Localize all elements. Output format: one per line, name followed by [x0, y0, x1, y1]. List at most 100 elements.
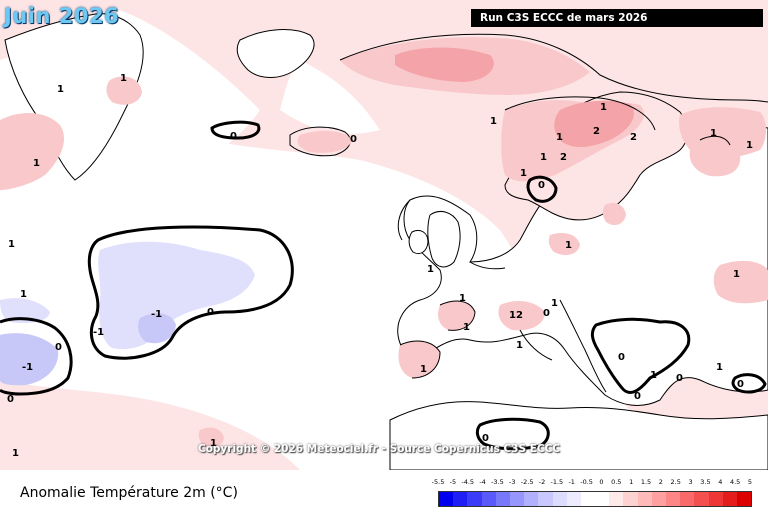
- legend-label: -1: [568, 478, 575, 486]
- legend-label: 3: [688, 478, 693, 486]
- contour-label: 1: [8, 239, 15, 250]
- contour-label: 2: [630, 132, 637, 143]
- anomaly-map: 1 1 0 1 0 1 1 1 1 2 2 1 2 1 1 0 1 1 1 1 …: [0, 0, 768, 470]
- svalbard-land: [236, 29, 315, 78]
- legend-swatch: [595, 492, 610, 506]
- legend-swatch: [524, 492, 539, 506]
- legend-label: -5.5: [431, 478, 445, 486]
- warm-anomaly-areas: [0, 37, 768, 448]
- legend-swatch: [495, 492, 510, 506]
- contour-label: -1: [151, 309, 162, 320]
- legend-label: -3.5: [491, 478, 504, 486]
- legend-label: -2.5: [520, 478, 534, 486]
- contour-label: 0: [207, 307, 214, 318]
- contour-label: 1: [600, 102, 607, 113]
- contour-label: 1: [459, 293, 466, 304]
- contour-label: 1: [20, 289, 27, 300]
- legend-swatch: [623, 492, 638, 506]
- legend-label: 1.5: [640, 478, 652, 486]
- contour-label: 1: [427, 264, 434, 275]
- zero-contours: [0, 120, 767, 451]
- contour-label: 0: [538, 180, 545, 191]
- contour-label: 1: [551, 298, 558, 309]
- legend-swatch: [509, 492, 525, 506]
- cold-anomaly-areas: [0, 241, 255, 386]
- legend-label: 1: [629, 478, 634, 486]
- contour-label: 1: [210, 438, 217, 449]
- contour-label: 2: [516, 310, 523, 321]
- legend-swatch: [637, 492, 652, 506]
- legend-label: 4.5: [729, 478, 741, 486]
- contour-label: 0: [618, 352, 625, 363]
- legend-swatch: [708, 492, 723, 506]
- legend-swatch: [453, 492, 468, 506]
- contour-label: 0: [230, 131, 237, 142]
- contour-label: 1: [710, 128, 717, 139]
- contour-label: 1: [490, 116, 497, 127]
- legend-label: 2: [658, 478, 663, 486]
- contour-label: 0: [676, 373, 683, 384]
- legend-swatch: [680, 492, 695, 506]
- legend-label: 2.5: [670, 478, 681, 486]
- contour-label: 1: [516, 340, 523, 351]
- contour-label: 0: [7, 394, 14, 405]
- contour-label: 1: [12, 448, 19, 459]
- ireland-land: [408, 229, 429, 255]
- contour-label: 1: [120, 73, 127, 84]
- contour-label: 1: [420, 364, 427, 375]
- legend-label: 5: [747, 478, 753, 486]
- contour-label: 0: [543, 308, 550, 319]
- contour-label: -1: [22, 362, 33, 373]
- legend-swatch: [580, 492, 596, 506]
- legend-swatch: [467, 492, 482, 506]
- one-degree-contours: [339, 33, 768, 379]
- contour-label: -1: [93, 327, 104, 338]
- contour-label: 1: [57, 84, 64, 95]
- contour-labels: 1 1 0 1 0 1 1 1 1 2 2 1 2 1 1 0 1 1 1 1 …: [7, 73, 753, 459]
- legend-swatch: [694, 492, 709, 506]
- contour-label: 2: [593, 126, 600, 137]
- contour-label: 0: [482, 433, 489, 444]
- legend-label: 3.5: [700, 478, 711, 486]
- contour-label: 0: [634, 391, 641, 402]
- british-isles-land: [427, 211, 461, 268]
- legend-labels: -5.5 -5 -4.5 -4 -3.5 -3 -2.5 -2 -1.5 -1 -0.5 0 0.5 1 1…: [432, 478, 758, 488]
- legend-label: -2: [538, 478, 546, 486]
- contour-label: 1: [733, 269, 740, 280]
- legend-label: -5: [449, 478, 457, 486]
- contour-label: 0: [350, 134, 357, 145]
- north-africa-land: [389, 401, 768, 470]
- contour-label: 1: [650, 370, 657, 381]
- contour-label: 2: [560, 152, 567, 163]
- legend-swatch: [722, 492, 737, 506]
- legend-label: 0: [599, 478, 604, 486]
- contour-label: 1: [509, 310, 516, 321]
- legend-label: -1.5: [550, 478, 564, 486]
- contour-label: 1: [33, 158, 40, 169]
- contour-label: 1: [463, 322, 470, 333]
- copyright: Copyright © 2026 Meteociel.fr - Source C…: [198, 443, 560, 455]
- color-legend: -5.5 -5 -4.5 -4 -3.5 -3 -2.5 -2 -1.5 -1 -0.5 0 0.5 1 1…: [432, 478, 758, 507]
- legend-label: 0.5: [611, 478, 622, 486]
- contour-label: 0: [737, 379, 744, 390]
- contour-label: 1: [716, 362, 723, 373]
- legend-swatch: [552, 492, 567, 506]
- run-label: Run C3S ECCC de mars 2026: [471, 9, 763, 27]
- contour-label: 1: [746, 140, 753, 151]
- legend-label: 4: [718, 478, 723, 486]
- variable-label: Anomalie Température 2m (°C): [20, 485, 238, 501]
- coastlines: [397, 199, 607, 393]
- legend-swatch: [666, 492, 681, 506]
- legend-swatch: [651, 492, 666, 506]
- legend-swatch: [736, 492, 752, 506]
- legend-label: -0.5: [580, 478, 593, 486]
- contour-label: 1: [565, 240, 572, 251]
- legend-swatch: [566, 492, 581, 506]
- legend-swatch: [439, 492, 454, 506]
- map-title: Juin 2026: [4, 4, 120, 28]
- legend-label: -4: [479, 478, 486, 486]
- europe-land: [397, 125, 768, 406]
- legend-swatch: [481, 492, 496, 506]
- legend-swatch: [609, 492, 624, 506]
- legend-swatch: [538, 492, 553, 506]
